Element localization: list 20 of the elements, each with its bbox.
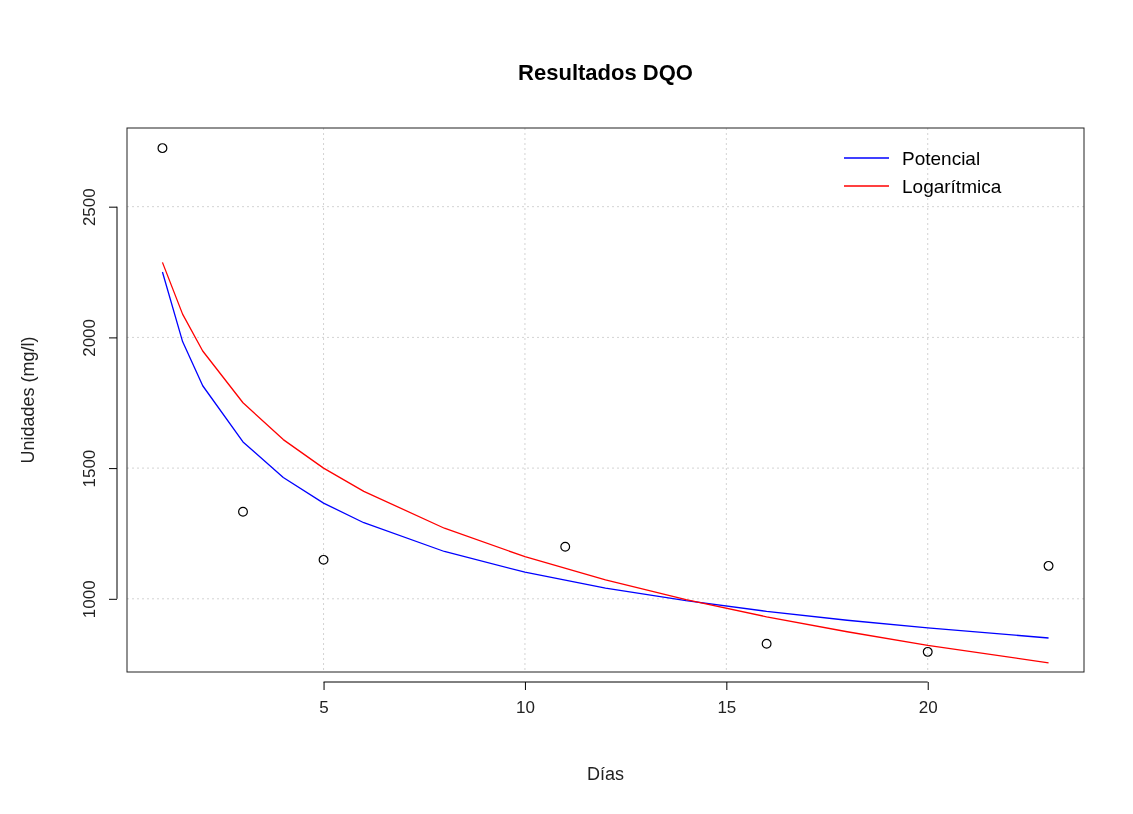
point [318, 554, 329, 565]
x-tick-label: 20 [918, 698, 938, 718]
x-axis-title: Días [586, 764, 625, 784]
chart-title: Resultados DQO [518, 60, 693, 85]
point [560, 541, 571, 552]
point [922, 646, 933, 657]
y-tick-label: 1000 [80, 580, 99, 619]
legend-label: Potencial [902, 148, 981, 169]
x-tick-label: 15 [717, 698, 737, 718]
x-tick-label: 10 [515, 698, 535, 718]
y-tick-label: 1500 [80, 449, 99, 488]
y-axis-title: Unidades (mg/l) [18, 336, 38, 464]
y-tick-label: 2000 [80, 318, 99, 357]
point [238, 506, 248, 517]
point [761, 638, 772, 649]
point [157, 143, 168, 154]
x-tick-label: 5 [319, 698, 329, 718]
y-tick-label: 2500 [80, 188, 99, 227]
point [1043, 560, 1054, 571]
legend-label: Logarítmica [902, 176, 1002, 197]
